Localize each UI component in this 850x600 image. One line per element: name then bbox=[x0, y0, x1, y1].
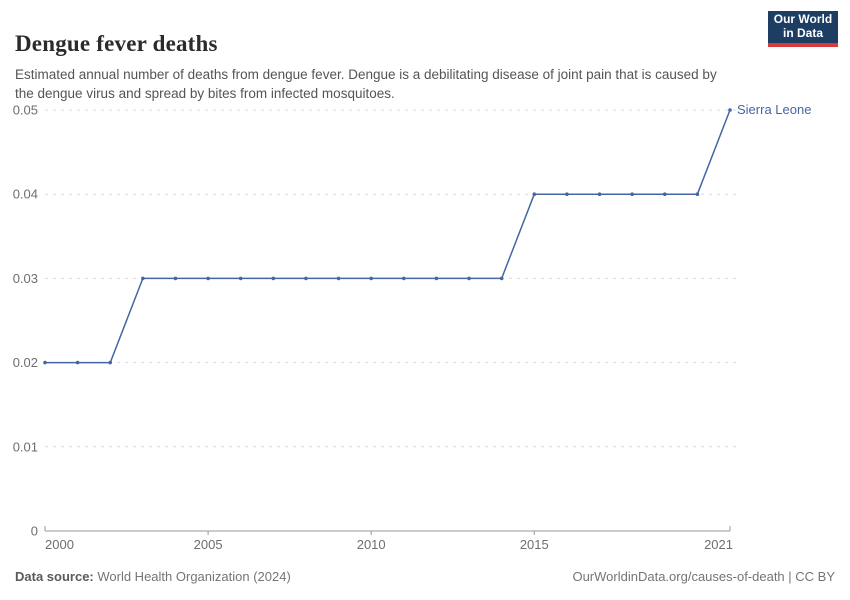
y-axis-tick-label: 0.03 bbox=[13, 271, 38, 286]
owid-logo[interactable]: Our World in Data bbox=[768, 11, 838, 47]
x-axis-tick-label: 2021 bbox=[704, 537, 733, 552]
chart-footer: Data source: World Health Organization (… bbox=[15, 569, 835, 584]
data-point[interactable] bbox=[141, 276, 145, 281]
series-end-label[interactable]: Sierra Leone bbox=[737, 102, 811, 117]
data-point[interactable] bbox=[336, 276, 341, 281]
owid-logo-line2: in Data bbox=[782, 26, 823, 40]
data-point[interactable] bbox=[695, 192, 700, 196]
series-line[interactable] bbox=[45, 109, 731, 364]
data-point[interactable] bbox=[206, 276, 210, 281]
data-point[interactable] bbox=[369, 276, 373, 281]
y-axis-tick-label: 0.01 bbox=[13, 439, 38, 454]
data-source: Data source: World Health Organization (… bbox=[15, 569, 291, 584]
y-axis-tick-label: 0.05 bbox=[13, 103, 38, 118]
data-point[interactable] bbox=[402, 276, 406, 281]
data-source-label: Data source: bbox=[15, 569, 94, 584]
x-axis-tick-label: 2005 bbox=[194, 537, 223, 552]
y-axis-tick-label: 0.02 bbox=[13, 355, 38, 370]
x-axis-tick-label: 2015 bbox=[520, 537, 549, 552]
data-point[interactable] bbox=[108, 360, 113, 365]
data-point[interactable] bbox=[434, 276, 439, 281]
data-source-value: World Health Organization (2024) bbox=[93, 569, 291, 584]
data-point[interactable] bbox=[728, 108, 732, 112]
data-point[interactable] bbox=[499, 276, 504, 281]
credit-link[interactable]: OurWorldinData.org/causes-of-death | CC … bbox=[572, 569, 835, 584]
data-point[interactable] bbox=[662, 192, 667, 196]
data-point[interactable] bbox=[43, 360, 47, 365]
x-axis-tick-label: 2000 bbox=[45, 537, 74, 552]
data-point[interactable] bbox=[532, 192, 537, 196]
data-point[interactable] bbox=[304, 276, 308, 281]
owid-logo-line1: Our World bbox=[773, 12, 833, 27]
data-point[interactable] bbox=[271, 276, 276, 281]
x-axis-tick-label: 2010 bbox=[357, 537, 386, 552]
chart-subtitle: Estimated annual number of deaths from d… bbox=[15, 66, 717, 102]
data-point[interactable] bbox=[238, 276, 243, 281]
data-point[interactable] bbox=[173, 276, 178, 281]
data-point[interactable] bbox=[75, 360, 80, 365]
y-axis-tick-label: 0 bbox=[31, 524, 38, 539]
y-axis-tick-label: 0.04 bbox=[13, 187, 38, 202]
page-title: Dengue fever deaths bbox=[15, 31, 218, 57]
data-point[interactable] bbox=[597, 192, 602, 196]
data-point[interactable] bbox=[565, 192, 569, 196]
data-point[interactable] bbox=[630, 192, 634, 196]
data-point[interactable] bbox=[467, 276, 471, 281]
chart-area: 0 0.01 0.02 0.03 0.04 0.05 2000 2005 2010 2015 202… bbox=[0, 95, 850, 565]
chart-svg: 0 0.01 0.02 0.03 0.04 0.05 2000 2005 2010 2015 202… bbox=[13, 102, 812, 552]
